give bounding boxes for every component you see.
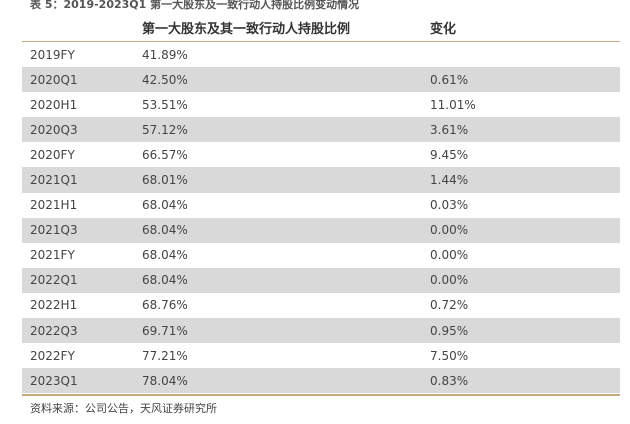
table-row: 2020FY 66.57% 9.45% [22,142,620,167]
ratio-cell: 68.04% [142,273,188,288]
period-cell: 2020FY [30,147,75,162]
change-cell: 0.00% [430,273,469,288]
ratio-cell: 66.57% [142,147,188,162]
change-cell: 7.50% [430,348,469,363]
period-cell: 2021H1 [30,198,78,213]
change-cell: 9.45% [430,147,469,162]
ratio-cell: 68.01% [142,173,188,188]
change-cell: 0.03% [430,198,469,213]
change-cell: 11.01% [430,97,476,112]
table-caption: 表 5：2019-2023Q1 第一大股东及一致行动人持股比例变动情况 [30,0,360,11]
table-row: 2021Q3 68.04% 0.00% [22,217,620,243]
ratio-cell: 77.21% [142,348,188,363]
ratio-cell: 42.50% [142,72,188,87]
table-row: 2022Q1 68.04% 0.00% [22,267,620,293]
table-row: 2020H1 53.51% 11.01% [22,92,620,117]
table-body: 2019FY 41.89% 2020Q1 42.50% 0.61% 2020H1 53.51… [22,42,620,394]
table-row: 2019FY 41.89% [22,42,620,67]
period-cell: 2021FY [30,248,75,263]
table-row: 2022H1 68.76% 0.72% [22,293,620,318]
change-cell: 0.00% [430,248,469,263]
period-cell: 2019FY [30,47,75,62]
period-cell: 2020Q1 [30,72,78,87]
table-header-row: 第一大股东及其一致行动人持股比例 变化 [22,14,620,42]
ratio-cell: 68.04% [142,223,188,238]
table-row: 2021Q1 68.01% 1.44% [22,167,620,193]
period-cell: 2023Q1 [30,373,78,388]
ratio-cell: 68.04% [142,198,188,213]
header-change: 变化 [430,22,457,37]
period-cell: 2020H1 [30,97,78,112]
change-cell: 0.00% [430,223,469,238]
change-cell: 0.72% [430,298,469,313]
ratio-cell: 68.76% [142,298,188,313]
change-cell: 0.61% [430,72,469,87]
period-cell: 2021Q3 [30,223,78,238]
period-cell: 2020Q3 [30,122,78,137]
period-cell: 2022Q1 [30,273,78,288]
header-ratio: 第一大股东及其一致行动人持股比例 [142,22,351,37]
period-cell: 2022H1 [30,298,78,313]
period-cell: 2022FY [30,348,75,363]
ratio-cell: 53.51% [142,97,188,112]
change-cell: 1.44% [430,173,469,188]
table-row: 2020Q3 57.12% 3.61% [22,117,620,143]
table-row: 2023Q1 78.04% 0.83% [22,368,620,394]
table-row: 2021FY 68.04% 0.00% [22,243,620,268]
ratio-cell: 69.71% [142,323,188,338]
change-cell: 3.61% [430,122,469,137]
change-cell: 0.95% [430,323,469,338]
source-note: 资料来源：公司公告，天风证券研究所 [30,402,217,415]
table-row: 2022FY 77.21% 7.50% [22,343,620,368]
table-row: 2020Q1 42.50% 0.61% [22,67,620,93]
ratio-cell: 57.12% [142,122,188,137]
table-row: 2021H1 68.04% 0.03% [22,193,620,218]
ratio-cell: 68.04% [142,248,188,263]
table-row: 2022Q3 69.71% 0.95% [22,318,620,344]
change-cell: 0.83% [430,373,469,388]
table-bottom-rule [22,394,620,397]
shareholding-table: 第一大股东及其一致行动人持股比例 变化 2019FY 41.89% 2020Q1 42… [22,14,620,397]
period-cell: 2021Q1 [30,173,78,188]
ratio-cell: 78.04% [142,373,188,388]
ratio-cell: 41.89% [142,47,188,62]
period-cell: 2022Q3 [30,323,78,338]
